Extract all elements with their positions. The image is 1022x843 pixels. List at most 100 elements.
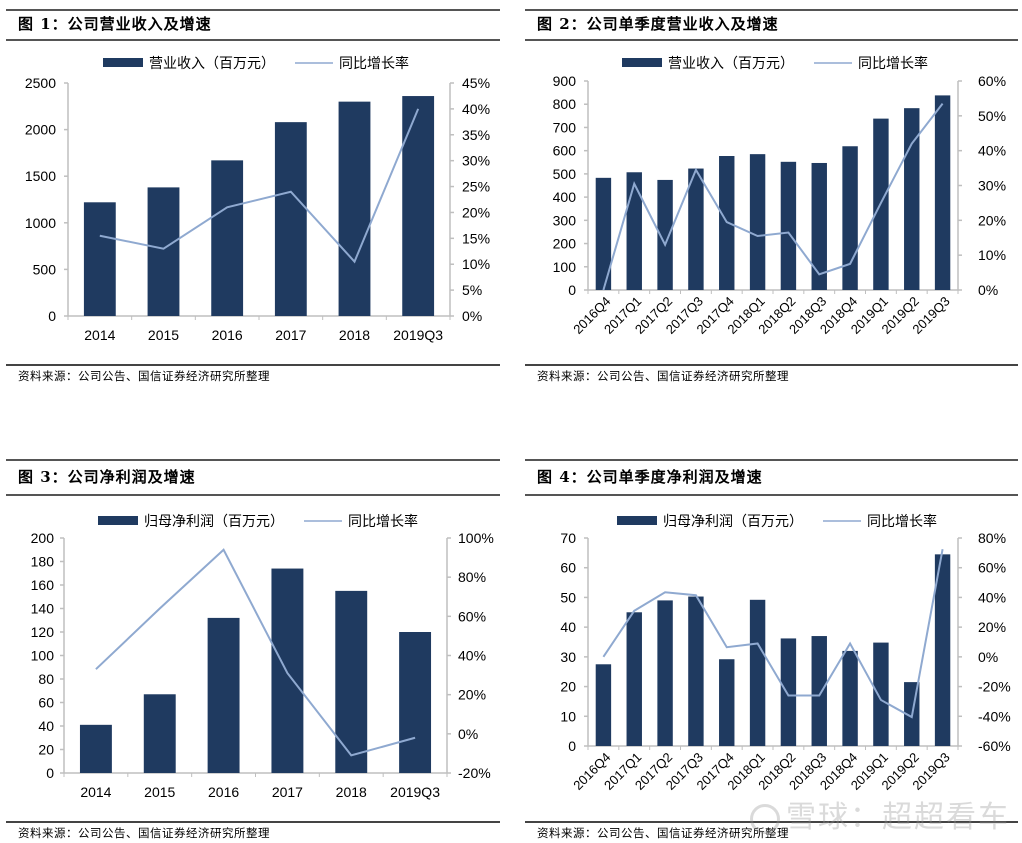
right-tick-label: 10% xyxy=(978,247,1006,263)
x-tick-label: 2015 xyxy=(144,784,175,800)
panel-4-title-rule xyxy=(525,494,1018,496)
left-tick-label: 100 xyxy=(31,648,55,664)
left-tick-label: 180 xyxy=(31,554,55,570)
left-tick-label: 100 xyxy=(553,259,577,275)
left-tick-label: 160 xyxy=(31,577,55,593)
panel-1-title-rule xyxy=(6,39,500,41)
right-tick-label: 40% xyxy=(458,648,486,664)
legend: 归母净利润（百万元） 同比增长率 xyxy=(617,513,937,529)
bar-2014 xyxy=(79,724,112,773)
right-tick-label: 45% xyxy=(462,75,490,91)
left-tick-label: 40 xyxy=(560,619,576,635)
x-tick-label: 2017 xyxy=(275,327,306,343)
panel-3-top-rule xyxy=(6,459,500,461)
bar-2019Q3 xyxy=(934,554,951,746)
watermark: 雪球：超超看车 xyxy=(750,792,1010,836)
left-tick-label: 10 xyxy=(560,708,576,724)
legend-line-label: 同比增长率 xyxy=(348,513,418,529)
left-tick-label: 0 xyxy=(46,765,54,781)
growth-rate-line xyxy=(99,108,420,264)
bar-2017Q3 xyxy=(688,168,704,290)
legend-bar-swatch xyxy=(622,58,662,67)
left-tick-label: 1000 xyxy=(25,215,56,231)
panel-4-title: 图 4：公司单季度净利润及增速 xyxy=(537,468,763,486)
bar-2016 xyxy=(211,160,244,316)
legend-bar-label: 归母净利润（百万元） xyxy=(144,513,284,529)
bar-2019Q3 xyxy=(934,95,951,290)
left-tick-label: 40 xyxy=(38,718,54,734)
left-tick-label: 200 xyxy=(31,530,55,546)
left-tick-label: 700 xyxy=(553,119,577,135)
left-tick-label: 0 xyxy=(568,738,576,754)
bar-2018 xyxy=(338,101,371,316)
right-tick-label: 60% xyxy=(978,73,1006,89)
right-tick-label: 60% xyxy=(458,608,486,624)
right-tick-label: -60% xyxy=(978,738,1011,754)
bar-2017Q2 xyxy=(657,600,673,746)
left-tick-label: 500 xyxy=(33,261,57,277)
right-tick-label: 50% xyxy=(978,108,1006,124)
bar-2017 xyxy=(274,122,307,316)
panel-3-title: 图 3：公司净利润及增速 xyxy=(18,468,196,486)
watermark-text: 雪球：超超看车 xyxy=(786,800,1010,835)
left-tick-label: 800 xyxy=(553,96,577,112)
left-tick-label: 900 xyxy=(553,73,577,89)
right-tick-label: -20% xyxy=(978,679,1011,695)
legend: 归母净利润（百万元） 同比增长率 xyxy=(98,513,418,529)
left-tick-label: 20 xyxy=(38,742,54,758)
bar-2018Q2 xyxy=(780,161,797,290)
x-tick-label: 2016 xyxy=(208,784,239,800)
bar-2017 xyxy=(271,568,304,773)
legend: 营业收入（百万元） 同比增长率 xyxy=(622,55,928,71)
right-tick-label: 0% xyxy=(978,649,998,665)
panel-2-title-rule xyxy=(525,39,1018,41)
bar-2016 xyxy=(207,617,240,773)
right-tick-label: 5% xyxy=(462,282,482,298)
bar-2018Q1 xyxy=(749,599,766,746)
panel-1-title: 图 1：公司营业收入及增速 xyxy=(18,15,212,33)
legend-line-label: 同比增长率 xyxy=(339,55,409,71)
chart-4: 0 10 20 30 40 50 60 70 -60% -40% -20% 0% 20% 40% 60% 80… xyxy=(560,513,1010,793)
bar-2015 xyxy=(143,694,176,773)
x-tick-label: 2015 xyxy=(148,327,179,343)
panel-2-title: 图 2：公司单季度营业收入及增速 xyxy=(537,15,779,33)
growth-rate-line xyxy=(602,548,944,719)
right-tick-label: 40% xyxy=(978,143,1006,159)
legend-bar-label: 归母净利润（百万元） xyxy=(663,513,803,529)
right-tick-label: 20% xyxy=(978,212,1006,228)
left-tick-label: 140 xyxy=(31,601,55,617)
right-tick-label: 30% xyxy=(462,153,490,169)
panel-4-top-rule xyxy=(525,459,1018,461)
left-tick-label: 2000 xyxy=(25,122,56,138)
right-tick-label: 10% xyxy=(462,256,490,272)
right-tick-label: 15% xyxy=(462,230,490,246)
panel-1-top-rule xyxy=(6,9,500,11)
bar-2015 xyxy=(147,187,180,316)
left-tick-label: 80 xyxy=(38,671,54,687)
right-tick-label: 80% xyxy=(458,569,486,585)
bar-2018Q2 xyxy=(780,638,797,746)
panel-1-source-rule xyxy=(6,364,500,366)
left-tick-label: 400 xyxy=(553,189,577,205)
chart-1: 0 500 1000 1500 2000 2500 0% 5% 10% 15% 20% 25% 30% 3… xyxy=(25,55,490,343)
x-tick-label: 2019Q3 xyxy=(390,784,440,800)
legend-bar-swatch xyxy=(617,516,657,525)
right-tick-label: 20% xyxy=(978,619,1006,635)
panel-2-top-rule xyxy=(525,9,1018,11)
chart-3: 0 20 40 60 80 100 120 140 160 180 200 -20% 0% 20% 40% 6… xyxy=(31,513,494,800)
left-tick-label: 120 xyxy=(31,624,55,640)
panel-2-source-rule xyxy=(525,364,1018,366)
right-tick-label: -20% xyxy=(458,765,491,781)
right-tick-label: 25% xyxy=(462,179,490,195)
left-tick-label: 2500 xyxy=(25,75,56,91)
left-tick-label: 60 xyxy=(38,695,54,711)
legend-bar-label: 营业收入（百万元） xyxy=(668,55,794,71)
right-tick-label: 30% xyxy=(978,178,1006,194)
bar-2019Q3 xyxy=(402,96,435,316)
bar-2016Q4 xyxy=(595,664,612,746)
bar-2018Q3 xyxy=(811,162,827,290)
x-tick-label: 2016 xyxy=(212,327,243,343)
left-tick-label: 60 xyxy=(560,560,576,576)
bar-2018Q4 xyxy=(842,146,858,290)
left-tick-label: 0 xyxy=(48,308,56,324)
